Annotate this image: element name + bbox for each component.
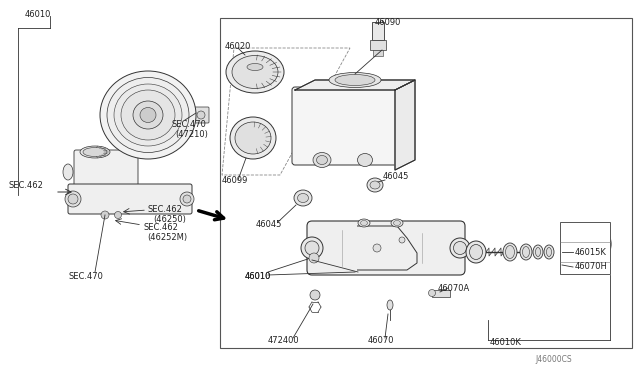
Ellipse shape bbox=[589, 229, 611, 259]
Ellipse shape bbox=[564, 237, 580, 259]
Text: 46010: 46010 bbox=[245, 272, 271, 281]
Ellipse shape bbox=[520, 244, 532, 260]
Text: 46045: 46045 bbox=[383, 172, 410, 181]
Text: (46252M): (46252M) bbox=[147, 233, 187, 242]
Ellipse shape bbox=[180, 192, 194, 206]
Ellipse shape bbox=[450, 238, 470, 258]
Ellipse shape bbox=[358, 219, 370, 227]
Ellipse shape bbox=[313, 153, 331, 167]
Ellipse shape bbox=[114, 84, 182, 146]
FancyBboxPatch shape bbox=[307, 221, 465, 275]
Text: 46015K: 46015K bbox=[575, 248, 607, 257]
Ellipse shape bbox=[567, 241, 577, 256]
FancyBboxPatch shape bbox=[292, 87, 398, 165]
Text: J46000CS: J46000CS bbox=[535, 355, 572, 364]
Ellipse shape bbox=[80, 146, 110, 158]
Text: 46070A: 46070A bbox=[438, 284, 470, 293]
Ellipse shape bbox=[466, 241, 486, 263]
Ellipse shape bbox=[100, 71, 196, 159]
Ellipse shape bbox=[107, 77, 189, 153]
Text: SEC.462: SEC.462 bbox=[148, 205, 183, 214]
Ellipse shape bbox=[503, 243, 517, 261]
Ellipse shape bbox=[301, 237, 323, 259]
Ellipse shape bbox=[536, 247, 541, 257]
Text: 46010K: 46010K bbox=[490, 338, 522, 347]
Ellipse shape bbox=[101, 211, 109, 219]
Text: (46250): (46250) bbox=[153, 215, 186, 224]
Ellipse shape bbox=[310, 290, 320, 300]
Ellipse shape bbox=[454, 241, 467, 254]
Ellipse shape bbox=[373, 244, 381, 252]
Ellipse shape bbox=[68, 194, 78, 204]
Bar bbox=[432, 290, 450, 297]
Ellipse shape bbox=[593, 233, 607, 255]
Text: (47210): (47210) bbox=[175, 130, 208, 139]
Ellipse shape bbox=[429, 289, 435, 296]
Ellipse shape bbox=[226, 51, 284, 93]
Ellipse shape bbox=[329, 73, 381, 87]
Ellipse shape bbox=[183, 195, 191, 203]
Ellipse shape bbox=[83, 148, 107, 157]
Ellipse shape bbox=[63, 164, 73, 180]
Text: SEC.470: SEC.470 bbox=[172, 120, 207, 129]
Ellipse shape bbox=[394, 221, 401, 225]
Polygon shape bbox=[295, 80, 415, 90]
Text: SEC.462: SEC.462 bbox=[143, 223, 178, 232]
Bar bbox=[373, 50, 383, 56]
Ellipse shape bbox=[294, 190, 312, 206]
Text: 46010: 46010 bbox=[245, 272, 271, 281]
FancyBboxPatch shape bbox=[74, 150, 138, 188]
Ellipse shape bbox=[547, 247, 552, 257]
Ellipse shape bbox=[115, 212, 122, 218]
Text: 46045: 46045 bbox=[256, 220, 282, 229]
Ellipse shape bbox=[370, 181, 380, 189]
Text: 46070: 46070 bbox=[368, 336, 394, 345]
Ellipse shape bbox=[522, 247, 529, 257]
Bar bbox=[560, 222, 610, 274]
Ellipse shape bbox=[232, 55, 278, 89]
FancyBboxPatch shape bbox=[68, 184, 192, 214]
Ellipse shape bbox=[197, 111, 205, 119]
Ellipse shape bbox=[335, 74, 375, 86]
Ellipse shape bbox=[387, 300, 393, 310]
Text: 46099: 46099 bbox=[222, 176, 248, 185]
Text: SEC.470: SEC.470 bbox=[68, 272, 103, 281]
Ellipse shape bbox=[597, 238, 603, 250]
Ellipse shape bbox=[367, 178, 383, 192]
Bar bbox=[220, 18, 632, 348]
Ellipse shape bbox=[133, 101, 163, 129]
Polygon shape bbox=[395, 80, 415, 170]
Text: 46020: 46020 bbox=[225, 42, 252, 51]
Ellipse shape bbox=[140, 108, 156, 122]
Ellipse shape bbox=[309, 253, 319, 263]
Ellipse shape bbox=[533, 245, 543, 259]
Ellipse shape bbox=[298, 193, 308, 202]
Ellipse shape bbox=[247, 64, 263, 71]
Text: 46090: 46090 bbox=[375, 18, 401, 27]
Bar bbox=[370, 40, 386, 50]
Ellipse shape bbox=[317, 155, 328, 164]
Text: 46010: 46010 bbox=[25, 10, 51, 19]
Text: 472400: 472400 bbox=[268, 336, 300, 345]
Ellipse shape bbox=[305, 241, 319, 255]
Ellipse shape bbox=[358, 154, 372, 167]
Text: SEC.462: SEC.462 bbox=[8, 181, 43, 190]
Ellipse shape bbox=[230, 117, 276, 159]
Ellipse shape bbox=[360, 221, 367, 225]
Text: 46070H: 46070H bbox=[575, 262, 608, 271]
Ellipse shape bbox=[506, 246, 515, 259]
Ellipse shape bbox=[391, 219, 403, 227]
Ellipse shape bbox=[399, 237, 405, 243]
FancyBboxPatch shape bbox=[193, 107, 209, 123]
Ellipse shape bbox=[544, 245, 554, 259]
Ellipse shape bbox=[470, 244, 483, 260]
Ellipse shape bbox=[65, 191, 81, 207]
Ellipse shape bbox=[121, 90, 175, 140]
Ellipse shape bbox=[235, 122, 271, 154]
Bar bbox=[372, 22, 384, 40]
